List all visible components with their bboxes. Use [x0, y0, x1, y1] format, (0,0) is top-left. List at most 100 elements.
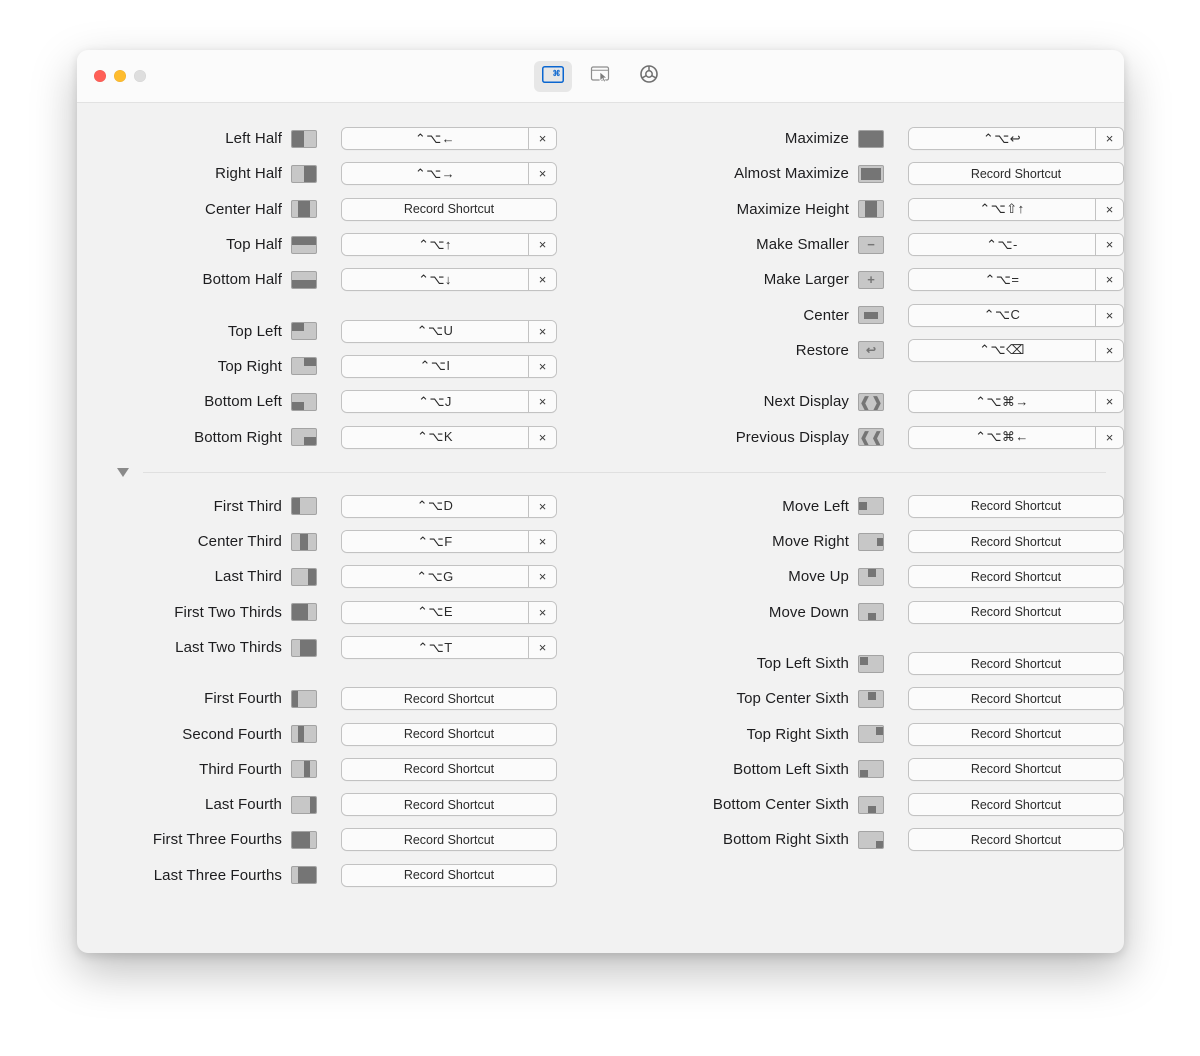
shortcut-row: Center Third ⌃⌥F ×	[77, 524, 557, 559]
clear-shortcut-button[interactable]: ×	[1095, 269, 1123, 291]
record-shortcut-button[interactable]: Record Shortcut	[909, 829, 1123, 851]
close-button[interactable]	[94, 70, 106, 82]
shortcut-group: ⌃⌥G ×	[341, 565, 557, 589]
record-shortcut-button[interactable]: Record Shortcut	[909, 688, 1123, 710]
shortcut-value[interactable]: ⌃⌥⌘←	[909, 426, 1095, 448]
shortcut-group: ⌃⌥- ×	[908, 233, 1124, 257]
record-shortcut-button[interactable]: Record Shortcut	[909, 531, 1123, 553]
shortcut-control: Record Shortcut	[341, 863, 557, 887]
clear-shortcut-button[interactable]: ×	[1095, 339, 1123, 361]
shortcut-value[interactable]: ⌃⌥J	[342, 391, 528, 413]
shortcut-group: Record Shortcut	[341, 863, 557, 887]
keyboard-shortcuts-tab[interactable]: ⌘	[533, 61, 572, 92]
shortcut-value[interactable]: ⌃⌥⌘→	[909, 391, 1095, 413]
record-shortcut-button[interactable]: Record Shortcut	[342, 864, 556, 886]
record-shortcut-button[interactable]: Record Shortcut	[909, 653, 1123, 674]
action-label: Right Half	[215, 165, 282, 183]
section-disclosure[interactable]	[77, 467, 1124, 477]
record-shortcut-button[interactable]: Record Shortcut	[909, 566, 1123, 588]
shortcut-value[interactable]: ⌃⌥→	[342, 163, 528, 185]
half-left-icon	[291, 129, 317, 148]
third-center-icon	[291, 532, 317, 551]
shortcut-group: Record Shortcut	[341, 687, 557, 711]
clear-shortcut-button[interactable]: ×	[528, 601, 556, 623]
record-shortcut-button[interactable]: Record Shortcut	[909, 758, 1123, 780]
shortcut-control: ⌃⌥E ×	[341, 600, 557, 624]
record-shortcut-button[interactable]: Record Shortcut	[342, 723, 556, 745]
clear-shortcut-button[interactable]: ×	[528, 269, 556, 291]
three-fourths-last-icon	[291, 866, 317, 885]
clear-shortcut-button[interactable]: ×	[1095, 304, 1123, 326]
shortcut-value[interactable]: ⌃⌥T	[342, 637, 528, 658]
clear-shortcut-button[interactable]: ×	[528, 234, 556, 256]
clear-shortcut-button[interactable]: ×	[528, 320, 556, 342]
record-shortcut-button[interactable]: Record Shortcut	[909, 495, 1123, 517]
shortcut-group: Record Shortcut	[908, 600, 1124, 624]
general-settings-tab[interactable]	[630, 61, 668, 92]
clear-shortcut-button[interactable]: ×	[528, 531, 556, 553]
shortcut-row: Top Right Sixth Record Shortcut	[585, 716, 1124, 751]
shortcut-row: Center ⌃⌥C ×	[585, 297, 1124, 332]
clear-shortcut-button[interactable]: ×	[528, 637, 556, 658]
clear-shortcut-button[interactable]: ×	[1095, 426, 1123, 448]
record-shortcut-button[interactable]: Record Shortcut	[909, 601, 1123, 623]
clear-shortcut-button[interactable]: ×	[1095, 391, 1123, 413]
action-label: Top Right Sixth	[746, 725, 849, 743]
shortcut-value[interactable]: ⌃⌥C	[909, 304, 1095, 326]
record-shortcut-button[interactable]: Record Shortcut	[909, 723, 1123, 745]
clear-shortcut-button[interactable]: ×	[1095, 234, 1123, 256]
zoom-button[interactable]	[134, 70, 146, 82]
shortcut-value[interactable]: ⌃⌥↑	[342, 234, 528, 256]
chevron-down-icon[interactable]	[117, 467, 129, 477]
shortcut-value[interactable]: ⌃⌥-	[909, 234, 1095, 256]
shortcut-group: Record Shortcut	[908, 757, 1124, 781]
record-shortcut-button[interactable]: Record Shortcut	[342, 198, 556, 220]
move-down-icon	[858, 603, 884, 622]
shortcut-value[interactable]: ⌃⌥=	[909, 269, 1095, 291]
shortcut-value[interactable]: ⌃⌥I	[342, 355, 528, 377]
action-label: Bottom Right Sixth	[722, 831, 849, 849]
clear-shortcut-button[interactable]: ×	[1095, 198, 1123, 220]
shortcut-value[interactable]: ⌃⌥⌫	[909, 339, 1095, 361]
clear-shortcut-button[interactable]: ×	[528, 128, 556, 150]
make-smaller-icon: −	[858, 235, 884, 254]
shortcut-value[interactable]: ⌃⌥F	[342, 531, 528, 553]
action-label: Center	[803, 306, 849, 324]
shortcut-row: First Three Fourths Record Shortcut	[77, 822, 557, 857]
shortcut-value[interactable]: ⌃⌥↩	[909, 128, 1095, 150]
minimize-button[interactable]	[114, 70, 126, 82]
shortcut-value[interactable]: ⌃⌥⇧↑	[909, 198, 1095, 220]
record-shortcut-button[interactable]: Record Shortcut	[342, 794, 556, 816]
record-shortcut-button[interactable]: Record Shortcut	[342, 688, 556, 710]
shortcut-row: Last Third ⌃⌥G ×	[77, 559, 557, 594]
shortcut-row: Bottom Center Sixth Record Shortcut	[585, 787, 1124, 822]
shortcut-group: ⌃⌥↩ ×	[908, 127, 1124, 151]
shortcut-value[interactable]: ⌃⌥K	[342, 426, 528, 448]
shortcut-value[interactable]: ⌃⌥E	[342, 601, 528, 623]
record-shortcut-button[interactable]: Record Shortcut	[342, 829, 556, 851]
half-center-icon	[291, 200, 317, 219]
shortcut-value[interactable]: ⌃⌥←	[342, 128, 528, 150]
clear-shortcut-button[interactable]: ×	[528, 566, 556, 588]
clear-shortcut-button[interactable]: ×	[528, 355, 556, 377]
action-label: Last Third	[214, 568, 282, 586]
record-shortcut-button[interactable]: Record Shortcut	[909, 794, 1123, 816]
clear-shortcut-button[interactable]: ×	[528, 163, 556, 185]
shortcut-control: Record Shortcut	[341, 687, 557, 711]
svg-text:⌘: ⌘	[552, 69, 560, 78]
clear-shortcut-button[interactable]: ×	[528, 391, 556, 413]
record-shortcut-button[interactable]: Record Shortcut	[909, 163, 1123, 185]
shortcut-value[interactable]: ⌃⌥G	[342, 566, 528, 588]
record-shortcut-button[interactable]: Record Shortcut	[342, 758, 556, 780]
half-right-icon	[291, 164, 317, 183]
clear-shortcut-button[interactable]: ×	[528, 495, 556, 517]
clear-shortcut-button[interactable]: ×	[528, 426, 556, 448]
window-snapping-tab[interactable]	[582, 61, 620, 92]
shortcut-value[interactable]: ⌃⌥U	[342, 320, 528, 342]
shortcut-value[interactable]: ⌃⌥D	[342, 495, 528, 517]
shortcut-row: Restore ↩ ⌃⌥⌫ ×	[585, 333, 1124, 368]
shortcut-value[interactable]: ⌃⌥↓	[342, 269, 528, 291]
halves-section: Left Half ⌃⌥← × Right Half ⌃⌥→ × Center Half Re…	[77, 103, 1124, 455]
shortcut-group: ⌃⌥C ×	[908, 303, 1124, 327]
clear-shortcut-button[interactable]: ×	[1095, 128, 1123, 150]
